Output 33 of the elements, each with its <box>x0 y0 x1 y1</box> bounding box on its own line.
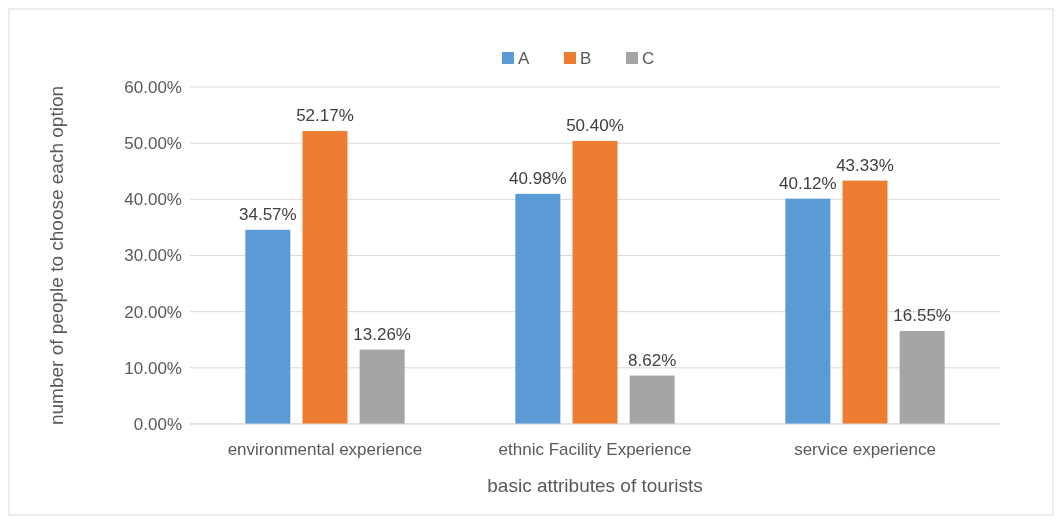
y-tick-label: 60.00% <box>124 77 182 97</box>
x-axis-title: basic attributes of tourists <box>487 475 703 496</box>
legend-label: B <box>580 48 592 68</box>
y-tick-label: 40.00% <box>124 190 182 210</box>
bar <box>302 130 348 424</box>
y-tick-label: 0.00% <box>133 414 182 434</box>
data-label: 13.26% <box>353 324 411 344</box>
legend-label: C <box>642 48 655 68</box>
data-label: 16.55% <box>893 306 951 326</box>
data-label: 40.98% <box>509 168 567 188</box>
data-label: 52.17% <box>296 105 354 125</box>
y-tick-label: 20.00% <box>124 302 182 322</box>
y-tick-label: 30.00% <box>124 246 182 266</box>
bar <box>899 331 945 424</box>
bar <box>245 229 291 424</box>
bar <box>515 193 561 424</box>
bar <box>629 375 675 424</box>
data-label: 43.33% <box>836 155 894 175</box>
legend-label: A <box>518 48 530 68</box>
x-tick-label: ethnic Facility Experience <box>498 440 692 459</box>
y-axis-title: number of people to choose each option <box>46 85 67 426</box>
data-label: 8.62% <box>628 350 677 370</box>
y-tick-label: 50.00% <box>124 134 182 154</box>
bar <box>842 180 888 424</box>
x-tick-label: environmental experience <box>227 440 423 459</box>
data-label: 34.57% <box>239 204 297 224</box>
x-tick-label: service experience <box>794 440 936 459</box>
data-label: 40.12% <box>779 173 837 193</box>
data-label: 50.40% <box>566 115 624 135</box>
bar <box>785 198 831 424</box>
bar <box>359 349 405 424</box>
bar <box>572 140 618 424</box>
y-tick-label: 10.00% <box>124 358 182 378</box>
